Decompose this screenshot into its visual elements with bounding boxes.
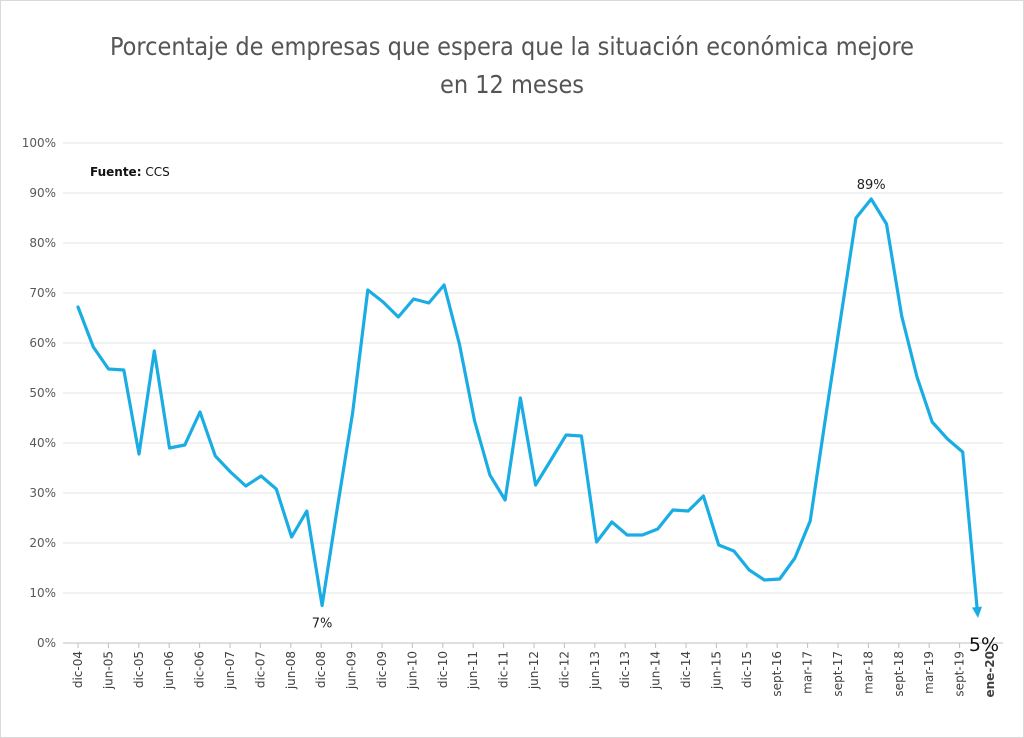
- x-tick-label: dic-06: [193, 651, 207, 688]
- x-tick-label: dic-15: [740, 651, 754, 688]
- y-tick-label: 50%: [29, 386, 56, 400]
- x-tick-label: jun-06: [162, 651, 176, 690]
- x-tick-label: dic-13: [618, 651, 632, 688]
- chart-title-line-1: Porcentaje de empresas que espera que la…: [109, 32, 914, 61]
- x-tick-label: sept-18: [892, 651, 906, 697]
- source-note: Fuente: CCS: [90, 165, 170, 179]
- data-label: 7%: [312, 617, 333, 632]
- data-label: 5%: [969, 634, 999, 656]
- x-tick-label: dic-14: [679, 651, 693, 688]
- y-tick-label: 30%: [29, 486, 56, 500]
- x-tick-label: mar-18: [861, 651, 875, 694]
- x-tick-label: dic-07: [253, 651, 267, 688]
- y-tick-label: 20%: [29, 536, 56, 550]
- x-tick-label: jun-09: [345, 651, 359, 690]
- series-arrowhead: [972, 606, 982, 618]
- x-tick-label: dic-04: [71, 651, 85, 688]
- x-tick-label: dic-12: [557, 651, 571, 688]
- x-tick-label: dic-09: [375, 651, 389, 688]
- x-tick-label: jun-05: [101, 651, 115, 690]
- x-tick-label: jun-10: [405, 651, 419, 690]
- y-tick-label: 0%: [37, 636, 56, 650]
- x-tick-label: sept-19: [953, 651, 967, 697]
- x-tick-label: jun-15: [709, 651, 723, 690]
- x-tick-label: dic-10: [436, 651, 450, 688]
- x-tick-label: jun-08: [284, 651, 298, 690]
- y-tick-label: 70%: [29, 286, 56, 300]
- y-tick-label: 40%: [29, 436, 56, 450]
- chart-title: Porcentaje de empresas que espera que la…: [0, 28, 1024, 104]
- x-tick-label: ene-20: [983, 651, 997, 698]
- x-tick-label: mar-19: [922, 651, 936, 694]
- x-tick-label: dic-08: [314, 651, 328, 688]
- chart-title-line-2: en 12 meses: [439, 70, 585, 99]
- y-tick-label: 100%: [22, 136, 56, 150]
- x-tick-label: jun-12: [527, 651, 541, 690]
- x-tick-label: dic-11: [497, 651, 511, 688]
- y-tick-label: 80%: [29, 236, 56, 250]
- x-tick-label: sept-16: [770, 651, 784, 697]
- x-tick-label: jun-14: [649, 651, 663, 690]
- series-line: [76, 197, 979, 609]
- data-label: 89%: [857, 178, 886, 193]
- x-tick-label: jun-07: [223, 651, 237, 690]
- x-tick-label: jun-11: [466, 651, 480, 690]
- x-tick-label: jun-13: [588, 651, 602, 690]
- y-tick-label: 90%: [29, 186, 56, 200]
- y-tick-label: 60%: [29, 336, 56, 350]
- x-tick-label: mar-17: [801, 651, 815, 694]
- x-tick-label: sept-17: [831, 651, 845, 697]
- x-tick-label: dic-05: [132, 651, 146, 688]
- y-tick-label: 10%: [29, 586, 56, 600]
